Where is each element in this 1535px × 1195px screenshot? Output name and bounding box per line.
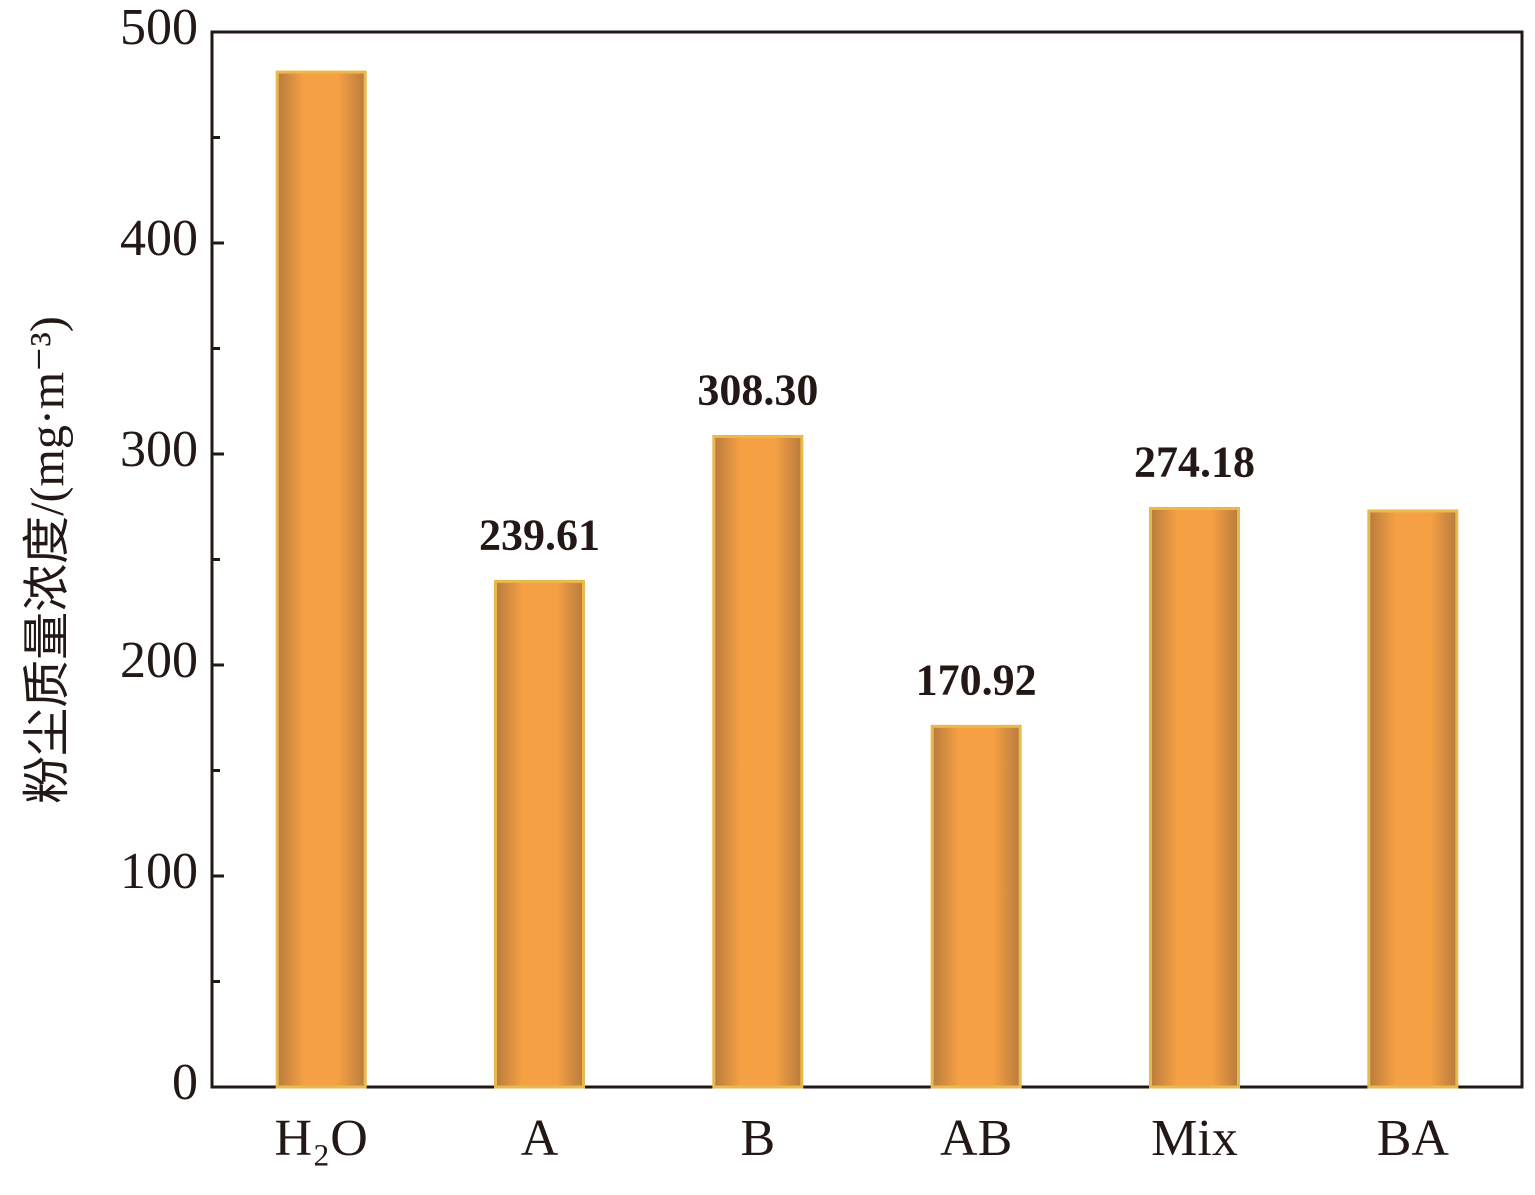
y-tick-label: 400 — [120, 210, 198, 267]
bar — [712, 434, 804, 1089]
data-label: 274.18 — [1134, 438, 1255, 487]
x-tick-label: AB — [940, 1110, 1012, 1167]
bar — [930, 724, 1022, 1089]
bar — [1149, 506, 1240, 1089]
x-tick-label: Mix — [1151, 1110, 1238, 1167]
x-tick-label: BA — [1377, 1110, 1450, 1167]
bar — [275, 70, 367, 1089]
y-axis-label: 粉尘质量浓度/(mg·m⁻³) — [21, 316, 74, 804]
x-tick-label: A — [521, 1110, 559, 1167]
y-tick-label: 500 — [120, 0, 198, 56]
bar — [1367, 509, 1459, 1089]
x-tick-label: B — [740, 1110, 775, 1167]
bar — [494, 579, 585, 1089]
y-tick-label: 0 — [172, 1054, 198, 1111]
data-label: 308.30 — [697, 366, 818, 415]
plot-frame — [210, 30, 1524, 1089]
y-tick-label: 300 — [120, 421, 198, 478]
y-tick-label: 200 — [120, 632, 198, 689]
data-label: 170.92 — [916, 655, 1037, 704]
y-tick-label: 100 — [120, 843, 198, 900]
data-label: 239.61 — [479, 511, 600, 560]
x-tick-label: H₂O — [275, 1110, 368, 1167]
